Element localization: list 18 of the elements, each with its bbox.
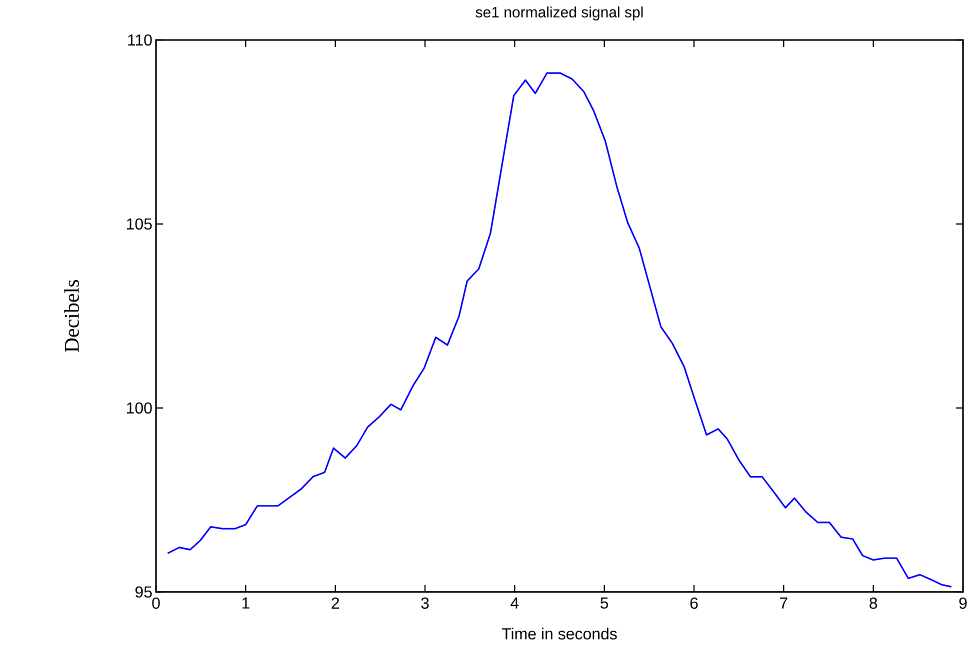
x-tick-label: 4 — [510, 598, 519, 609]
line-series — [166, 72, 952, 588]
y-tick-label: 95 — [135, 586, 152, 598]
x-tick-label: 7 — [780, 598, 788, 609]
x-tick-label: 6 — [690, 598, 698, 609]
x-tick-label: 5 — [600, 598, 608, 609]
x-tick-label: 8 — [870, 598, 878, 609]
x-axis-title: Time in seconds — [502, 628, 617, 640]
y-tick-label: 100 — [127, 402, 152, 414]
y-tick-label: 105 — [127, 218, 152, 230]
y-tick-label: 110 — [128, 34, 152, 46]
chart-title: se1 normalized signal spl — [476, 6, 643, 20]
x-tick-label: 3 — [421, 598, 429, 609]
x-tick-label: 0 — [152, 598, 160, 609]
x-tick-label: 1 — [242, 598, 250, 609]
x-tick-label: 9 — [959, 598, 967, 609]
x-tick-label: 2 — [332, 598, 339, 609]
y-axis-title: Decibels — [64, 280, 79, 352]
